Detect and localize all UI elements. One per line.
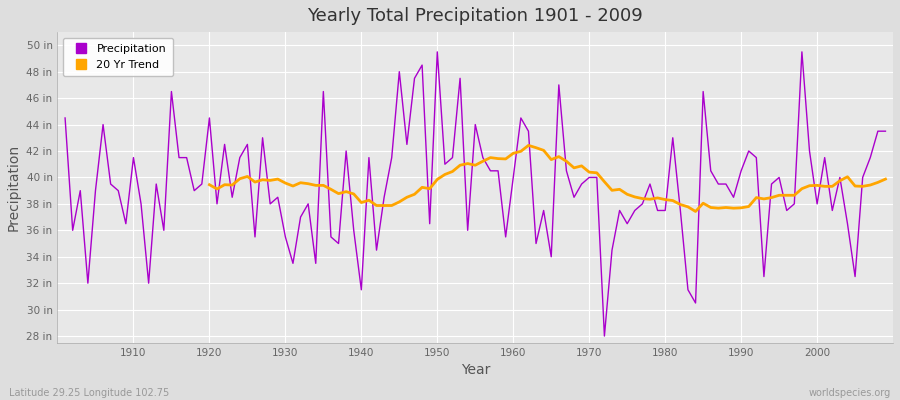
Title: Yearly Total Precipitation 1901 - 2009: Yearly Total Precipitation 1901 - 2009	[308, 7, 644, 25]
Text: worldspecies.org: worldspecies.org	[809, 388, 891, 398]
Y-axis label: Precipitation: Precipitation	[7, 144, 21, 231]
Legend: Precipitation, 20 Yr Trend: Precipitation, 20 Yr Trend	[63, 38, 173, 76]
X-axis label: Year: Year	[461, 363, 490, 377]
Text: Latitude 29.25 Longitude 102.75: Latitude 29.25 Longitude 102.75	[9, 388, 169, 398]
